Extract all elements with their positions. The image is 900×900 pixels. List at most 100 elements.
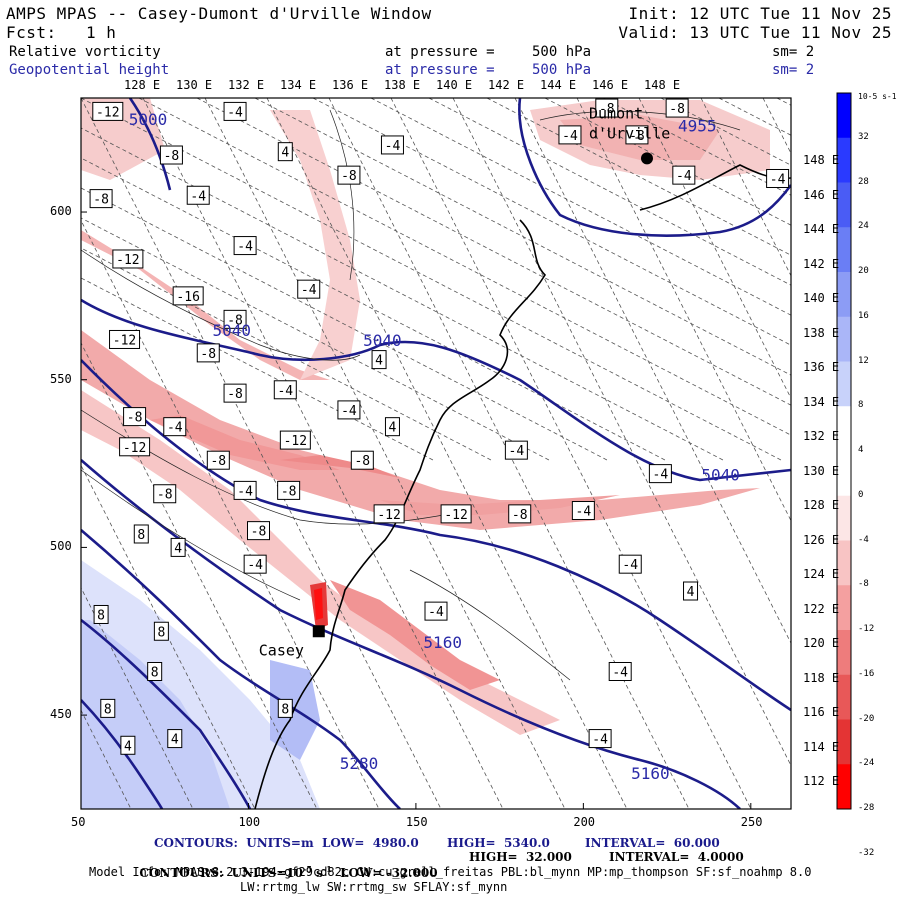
geopotential-contours — [81, 98, 791, 809]
right-latitude-label: 146 E — [803, 187, 840, 202]
vorticity-box-label: 4 — [167, 729, 183, 749]
right-latitude-label: 136 E — [803, 360, 840, 374]
svg-text:4: 4 — [389, 421, 397, 436]
vorticity-box-label: -8 — [206, 450, 230, 470]
colorbar-swatch — [837, 182, 851, 228]
lat-lon-grid — [81, 98, 791, 809]
right-latitude-label: 128 E — [803, 498, 840, 512]
height-contour-5000 — [128, 98, 172, 191]
colorbar-swatch — [837, 495, 851, 541]
colorbar-tick-label: -24 — [858, 758, 875, 769]
field1-name: Relative vorticity — [9, 44, 161, 60]
svg-text:-12: -12 — [123, 441, 146, 456]
svg-text:-8: -8 — [210, 454, 226, 469]
svg-text:-8: -8 — [227, 387, 243, 402]
vorticity-box-label: 8 — [93, 604, 109, 624]
svg-text:8: 8 — [157, 625, 165, 640]
x-tick-label: 100 — [238, 815, 261, 829]
svg-text:-8: -8 — [157, 488, 173, 503]
vorticity-box-label: -4 — [163, 417, 187, 437]
vorticity-contours — [81, 109, 741, 681]
right-latitude-label: 122 E — [803, 601, 840, 616]
svg-text:Dumont: Dumont — [589, 104, 643, 122]
vorticity-box-label: -4 — [672, 165, 696, 185]
vorticity-box-label: -4 — [608, 661, 632, 681]
svg-text:-8: -8 — [629, 129, 645, 144]
svg-text:-4: -4 — [592, 733, 608, 748]
svg-text:4: 4 — [375, 354, 383, 369]
colorbar-tick-label: -20 — [858, 713, 875, 724]
svg-text:-4: -4 — [227, 105, 243, 120]
vorticity-labels: -12 -4 4 -4 -8 -8 -4 -8 -4 -12 -4 -16 -8 -12 -8 4 -8 -4 -4… — [89, 98, 790, 755]
vorticity-box-label: -8 — [508, 504, 532, 524]
right-latitude-label: 134 E — [803, 394, 840, 409]
svg-text:-4: -4 — [341, 404, 357, 419]
vorticity-box-label: -8 — [89, 189, 113, 209]
top-longitude-label: 136 E — [332, 78, 369, 92]
field2-name: Geopotential height — [9, 62, 170, 78]
colorbar-swatch — [837, 361, 851, 407]
valid-time: Valid: 13 UTC Tue 11 Nov 25 — [618, 23, 892, 42]
vorticity-box-label: 4 — [683, 581, 699, 601]
svg-text:-8: -8 — [599, 102, 615, 117]
vorticity-box-label: -4 — [243, 554, 267, 574]
field1-sm: sm= 2 — [772, 44, 815, 60]
colorbar-tick-label: 32 — [858, 131, 869, 142]
vorticity-box-label: 8 — [277, 698, 293, 718]
y-tick-label: 600 — [50, 204, 72, 219]
height-contour-5040-west — [81, 298, 791, 482]
svg-text:-12: -12 — [96, 105, 119, 120]
footer-model-info: Model Info: MPASv8.2.3-194-gf29cd82c CU:… — [89, 865, 812, 879]
svg-text:-4: -4 — [576, 505, 592, 520]
right-latitude-label: 120 E — [803, 636, 840, 650]
colorbar-swatch — [837, 316, 851, 362]
svg-text:-8: -8 — [281, 484, 297, 499]
chart-title: AMPS MPAS -- Casey-Dumont d'Urville Wind… — [6, 4, 432, 23]
svg-text:-12: -12 — [113, 333, 136, 348]
svg-text:-4: -4 — [622, 558, 638, 573]
svg-text:4: 4 — [281, 146, 289, 161]
svg-text:-8: -8 — [93, 193, 109, 208]
init-time: Init: 12 UTC Tue 11 Nov 25 — [628, 4, 892, 23]
vorticity-box-label: 4 — [384, 417, 400, 437]
colorbar-swatch — [837, 227, 851, 273]
svg-text:8: 8 — [137, 528, 145, 543]
colorbar-swatch — [837, 630, 851, 676]
colorbar-tick-label: -4 — [858, 534, 869, 545]
colorbar-tick-label: 28 — [858, 176, 869, 187]
vort-band-ridge — [270, 110, 360, 380]
svg-text:-4: -4 — [237, 240, 253, 255]
vorticity-box-label: -4 — [571, 501, 595, 521]
svg-text:-4: -4 — [653, 468, 669, 483]
colorbar-swatch — [837, 674, 851, 720]
svg-text:-4: -4 — [509, 444, 525, 459]
top-longitude-label: 144 E — [540, 78, 577, 92]
colorbar-swatch — [837, 137, 851, 183]
field2-level: 500 hPa — [532, 62, 592, 78]
top-longitude-label: 140 E — [436, 78, 473, 92]
svg-text:8: 8 — [104, 702, 112, 717]
right-latitude-label: 140 E — [803, 291, 840, 305]
vorticity-box-label: -4 — [766, 168, 790, 188]
height-contour-label: 5040 — [212, 321, 251, 340]
svg-text:-8: -8 — [164, 149, 180, 164]
right-latitude-label: 112 E — [803, 774, 840, 788]
colorbar-frame — [836, 92, 852, 810]
height-contour-label: 5040 — [701, 465, 740, 484]
right-latitude-label: 132 E — [803, 429, 840, 443]
top-longitude-label: 148 E — [644, 78, 681, 92]
colorbar-swatch — [837, 406, 851, 452]
vorticity-box-label: 8 — [100, 698, 116, 718]
svg-text:-4: -4 — [385, 139, 401, 154]
vort-band-east — [380, 495, 620, 515]
vorticity-box-label: -4 — [233, 236, 257, 256]
vorticity-box-label: -12 — [279, 430, 311, 450]
svg-text:-8: -8 — [200, 347, 216, 362]
svg-text:-4: -4 — [676, 169, 692, 184]
colorbar-swatch — [837, 540, 851, 586]
svg-text:4: 4 — [124, 739, 132, 754]
footer-model-info-2: LW:rrtmg_lw SW:rrtmg_sw SFLAY:sf_mynn — [240, 880, 508, 894]
height-contour-label: 4955 — [678, 117, 717, 136]
x-tick-label: 50 — [71, 815, 86, 829]
colorbar-tick-label: -8 — [858, 579, 869, 590]
